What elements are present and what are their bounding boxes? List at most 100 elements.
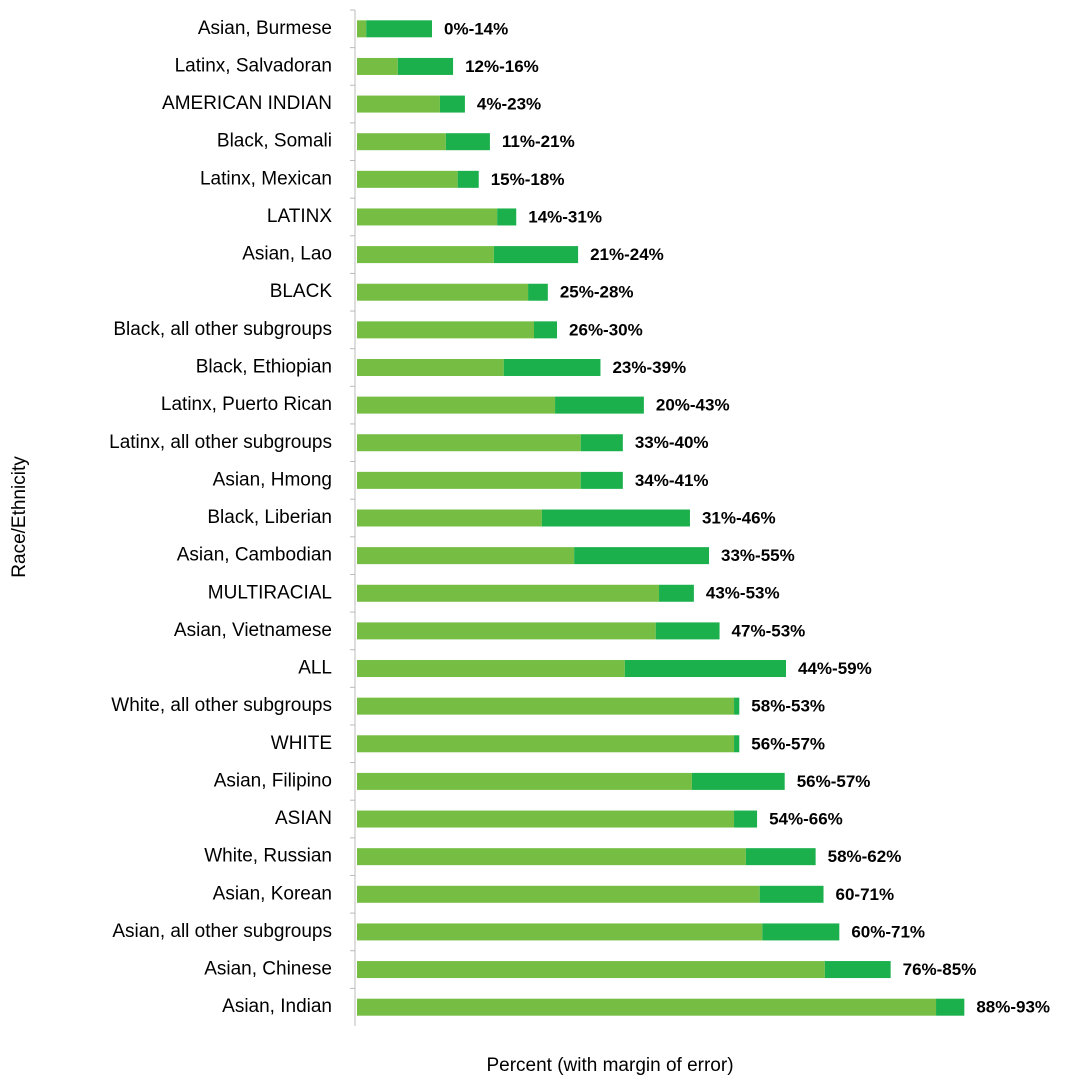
bar-segment <box>357 20 367 38</box>
bar-segment <box>503 358 601 376</box>
data-label: 15%-18% <box>491 170 565 189</box>
y-tick-label: Black, all other subgroups <box>113 319 332 340</box>
bar-segment <box>357 848 746 866</box>
bar-segment <box>357 622 656 640</box>
bar-segment <box>655 622 720 640</box>
bar-segment <box>357 697 735 715</box>
bar-segment <box>534 321 558 339</box>
data-label: 56%-57% <box>797 772 871 791</box>
data-label: 20%-43% <box>656 396 730 415</box>
bar-segment <box>357 57 398 75</box>
bar-segment <box>357 509 542 527</box>
y-tick-label: Black, Somali <box>217 131 332 152</box>
x-axis-title: Percent (with margin of error) <box>486 1055 733 1076</box>
bar-segment <box>745 848 816 866</box>
data-label: 34%-41% <box>635 471 709 490</box>
bar-segment <box>734 697 740 715</box>
data-label: 88%-93% <box>976 998 1050 1017</box>
bar-segment <box>659 584 694 602</box>
bar-segment <box>357 885 760 903</box>
bar-segment <box>824 961 891 979</box>
y-tick-label: ALL <box>298 658 332 679</box>
y-tick-label: Asian, Vietnamese <box>174 620 332 641</box>
bar-segment <box>439 95 465 113</box>
data-label: 44%-59% <box>798 659 872 678</box>
bar-segment <box>357 358 504 376</box>
y-tick-label: Asian, Lao <box>242 244 332 265</box>
bar-segment <box>759 885 824 903</box>
y-tick-label: Asian, Chinese <box>204 959 332 980</box>
bar-segment <box>357 584 660 602</box>
bar-segment <box>366 20 433 38</box>
bar-segment <box>357 660 625 678</box>
y-tick-label: Asian, Korean <box>213 883 332 904</box>
bar-segment <box>357 998 937 1016</box>
bar-segment <box>357 961 825 979</box>
data-label: 56%-57% <box>751 734 825 753</box>
bar-segment <box>357 735 735 753</box>
y-tick-label: Asian, all other subgroups <box>112 921 332 942</box>
data-label: 26%-30% <box>569 320 643 339</box>
y-tick-label: Asian, Burmese <box>198 18 332 39</box>
data-label: 12%-16% <box>465 57 539 76</box>
data-label: 33%-40% <box>635 433 709 452</box>
y-tick-label: MULTIRACIAL <box>208 582 332 603</box>
y-tick-label: Black, Ethiopian <box>196 356 332 377</box>
y-tick-label: AMERICAN INDIAN <box>162 93 332 114</box>
bar-segment <box>357 170 458 188</box>
bar-segment <box>555 396 644 414</box>
bar-segment <box>734 810 758 828</box>
bar-segment <box>357 283 529 301</box>
bar-segment <box>624 660 787 678</box>
data-label: 58%-62% <box>828 847 902 866</box>
data-label: 21%-24% <box>590 245 664 264</box>
bar-segment <box>357 923 763 941</box>
data-label: 33%-55% <box>721 546 795 565</box>
bar-segment <box>357 547 575 565</box>
y-tick-label: ASIAN <box>275 808 332 829</box>
data-label: 43%-53% <box>706 584 780 603</box>
y-tick-label: White, all other subgroups <box>111 695 332 716</box>
bar-segment <box>357 208 498 226</box>
y-tick-label: White, Russian <box>204 846 332 867</box>
data-label: 0%-14% <box>444 19 508 38</box>
bar-segment <box>936 998 965 1016</box>
data-label: 4%-23% <box>477 95 541 114</box>
bar-segment <box>357 396 556 414</box>
bar-segment <box>397 57 454 75</box>
bar-segment <box>691 772 785 790</box>
bar-segment <box>445 133 490 151</box>
data-label: 47%-53% <box>732 621 806 640</box>
data-label: 58%-53% <box>751 697 825 716</box>
data-label: 25%-28% <box>560 283 634 302</box>
bar-segment <box>497 208 517 226</box>
data-label: 14%-31% <box>528 207 602 226</box>
bar-segment <box>357 133 446 151</box>
bar-segment <box>357 95 440 113</box>
y-tick-label: Latinx, all other subgroups <box>109 432 332 453</box>
bar-segment <box>357 471 581 489</box>
bar-segment <box>357 321 535 339</box>
bar-segment <box>734 735 740 753</box>
bar-segment <box>357 246 494 264</box>
data-label: 23%-39% <box>612 358 686 377</box>
y-tick-label: WHITE <box>271 733 332 754</box>
y-tick-label: Latinx, Mexican <box>200 168 332 189</box>
bar-segment <box>528 283 548 301</box>
bar-segment <box>574 547 710 565</box>
data-label: 60%-71% <box>851 922 925 941</box>
bar-segment <box>541 509 690 527</box>
bar-segment <box>357 810 735 828</box>
data-label: 76%-85% <box>903 960 977 979</box>
y-tick-label: Latinx, Puerto Rican <box>161 394 332 415</box>
y-tick-label: BLACK <box>270 281 333 302</box>
bar-segment <box>580 471 623 489</box>
bar-segment <box>580 434 623 452</box>
y-tick-label: Asian, Hmong <box>213 469 332 490</box>
y-tick-label: Asian, Cambodian <box>177 545 332 566</box>
data-label: 31%-46% <box>702 508 776 527</box>
bar-segment <box>357 434 581 452</box>
data-label: 11%-21% <box>502 132 575 151</box>
y-tick-label: LATINX <box>267 206 332 227</box>
